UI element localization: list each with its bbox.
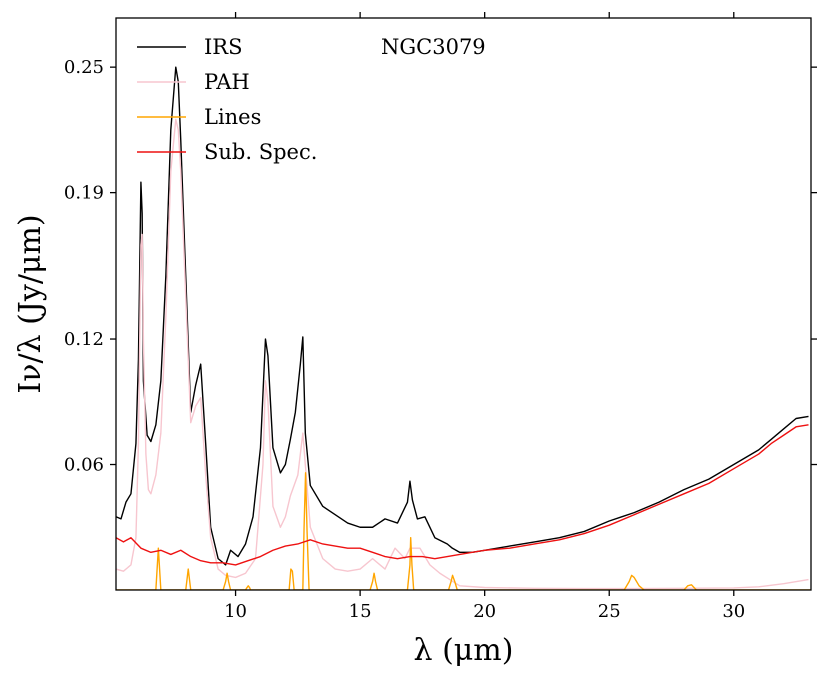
legend-item: Sub. Spec. bbox=[137, 140, 317, 164]
y-axis-label: Iν/λ (Jy/μm) bbox=[13, 214, 48, 393]
y-tick-label: 0.06 bbox=[64, 455, 104, 476]
series-line-sub-spec bbox=[116, 424, 809, 566]
chart-title: NGC3079 bbox=[381, 35, 486, 59]
legend-label: Sub. Spec. bbox=[204, 140, 317, 164]
y-axis-ticks: 0.06 0.12 0.19 0.25 bbox=[64, 57, 817, 476]
series-line-irs bbox=[116, 66, 809, 566]
legend-label: IRS bbox=[204, 35, 243, 59]
x-tick-label: 25 bbox=[598, 601, 621, 622]
series-layer bbox=[116, 66, 811, 590]
y-tick-label: 0.12 bbox=[64, 329, 104, 350]
plot-frame bbox=[115, 17, 812, 591]
x-axis-ticks: 10 15 20 25 30 bbox=[224, 12, 745, 622]
x-tick-label: 10 bbox=[224, 601, 247, 622]
legend: IRS PAH Lines Sub. Spec. bbox=[137, 35, 317, 164]
x-tick-label: 15 bbox=[349, 601, 372, 622]
series-line-pah bbox=[116, 118, 809, 590]
series-line-lines bbox=[116, 472, 811, 590]
y-tick-label: 0.25 bbox=[64, 57, 104, 78]
legend-item: Lines bbox=[137, 105, 261, 129]
x-tick-label: 30 bbox=[722, 601, 745, 622]
legend-label: Lines bbox=[204, 105, 261, 129]
y-tick-label: 0.19 bbox=[64, 183, 104, 204]
x-tick-label: 20 bbox=[473, 601, 496, 622]
legend-label: PAH bbox=[204, 70, 250, 94]
x-axis-label: λ (μm) bbox=[414, 633, 514, 668]
legend-item: IRS bbox=[137, 35, 243, 59]
legend-item: PAH bbox=[137, 70, 250, 94]
